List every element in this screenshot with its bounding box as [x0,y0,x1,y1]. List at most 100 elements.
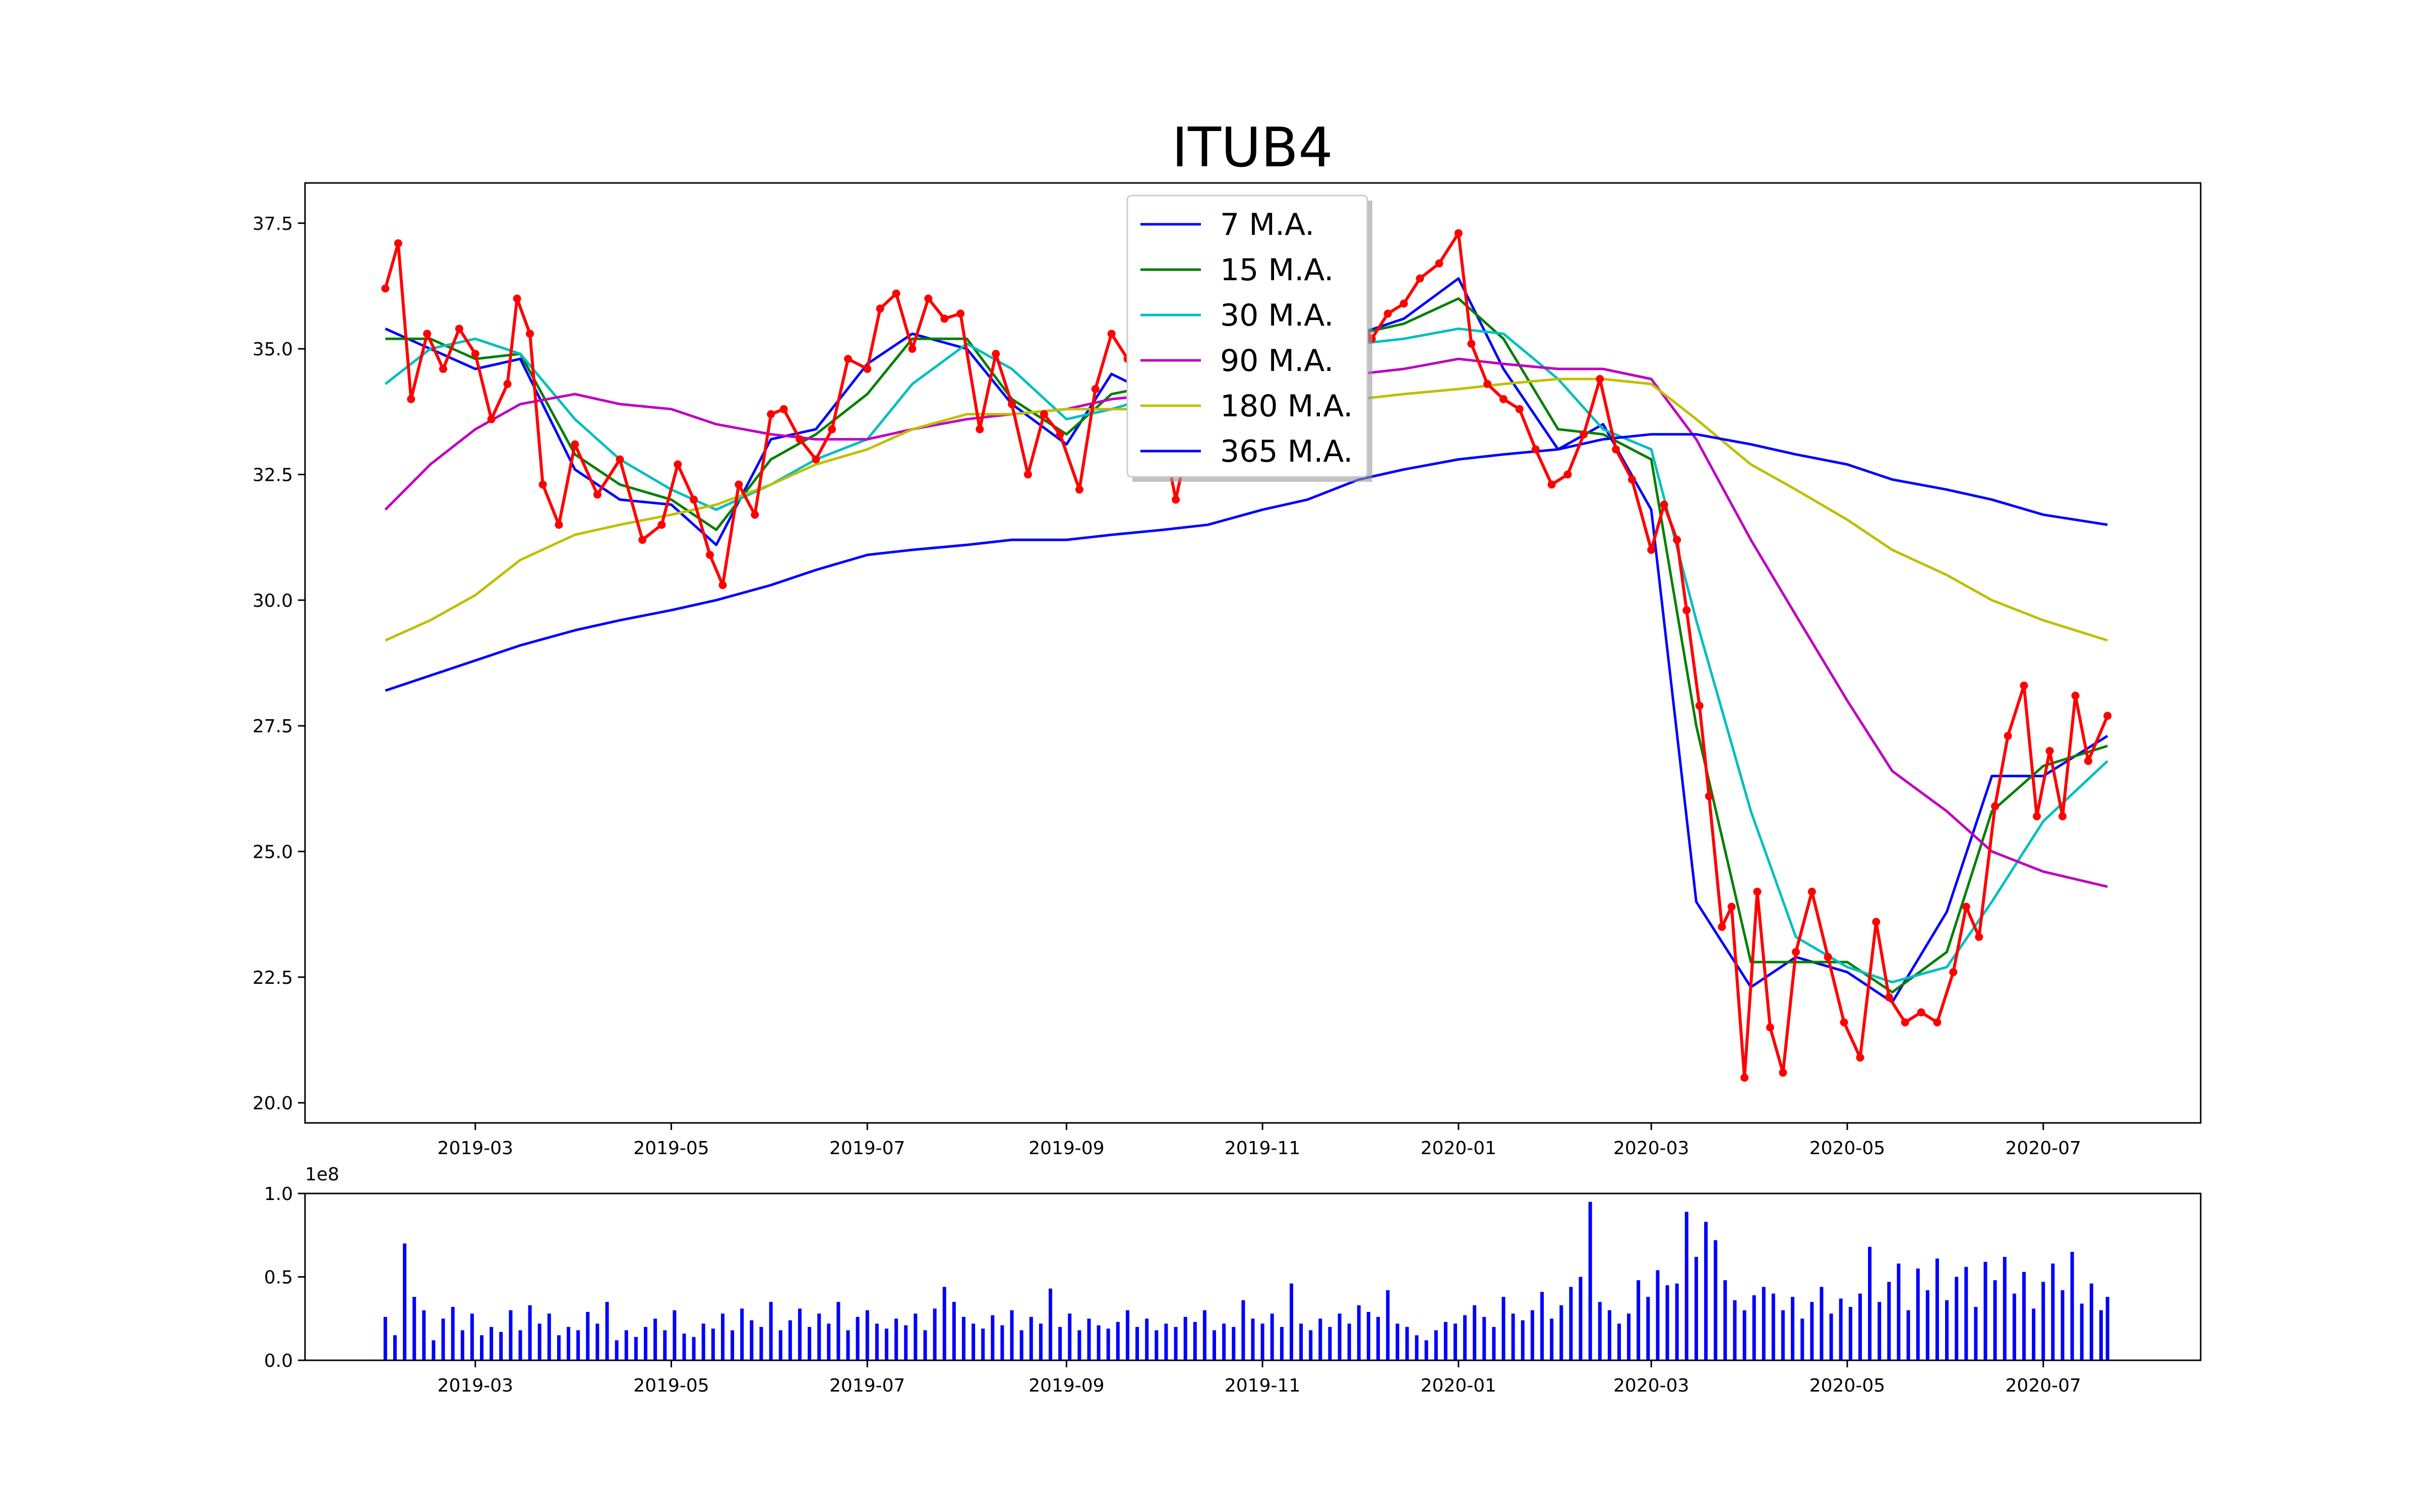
volume-bar [567,1327,571,1360]
price-point [1807,888,1816,896]
volume-bar [1521,1320,1525,1360]
volume-bar [1781,1310,1785,1360]
volume-bar [1530,1310,1534,1360]
volume-bar [1762,1287,1766,1360]
price-point [1824,953,1832,961]
x-tick-label: 2020-03 [1613,1375,1689,1396]
x-tick-label: 2019-09 [1028,1375,1104,1396]
volume-bar [470,1313,474,1360]
price-point [513,294,521,303]
volume-y-ticks: 0.0 0.5 1.0 [264,1184,305,1371]
price-point [439,365,447,373]
volume-bar [586,1312,590,1360]
price-point [1467,340,1476,348]
volume-bar [2032,1308,2036,1360]
price-point [455,325,463,333]
volume-bar [403,1243,407,1360]
x-tick-label: 2020-07 [2006,1138,2081,1159]
volume-bar [894,1318,898,1361]
volume-bar [682,1334,686,1360]
volume-bar [1454,1324,1457,1360]
volume-bar [2105,1297,2109,1360]
price-point [1917,1008,1925,1017]
volume-bar [1386,1290,1390,1360]
volume-bar [1559,1305,1563,1360]
volume-bar [1839,1298,1843,1360]
volume-bar [1617,1324,1621,1360]
price-point [1901,1018,1909,1027]
volume-bar [2061,1290,2065,1360]
y-tick-label: 27.5 [253,716,293,737]
volume-bar [634,1337,638,1360]
volume-bar [2089,1283,2093,1360]
price-point [526,330,534,338]
volume-bar [1328,1327,1332,1360]
price-point [1435,259,1443,268]
volume-bar [846,1330,850,1360]
price-point [616,455,624,464]
volume-bar [1366,1312,1370,1360]
price-point [657,521,666,529]
volume-bar [1473,1305,1477,1360]
volume-bar [1318,1318,1322,1361]
volume-bar [595,1324,599,1360]
price-point [892,289,900,298]
volume-bar [1848,1307,1852,1360]
legend-label: 90 M.A. [1220,343,1334,379]
price-point [1975,933,1983,941]
volume-bar [451,1307,455,1360]
x-tick-label: 2020-01 [1421,1375,1496,1396]
volume-bar [653,1318,657,1361]
price-point [1400,299,1408,308]
volume-bar [1501,1297,1505,1360]
volume-bar [1983,1262,1987,1360]
x-tick-label: 2020-05 [1809,1375,1885,1396]
price-point [876,304,884,313]
volume-bar [952,1302,956,1360]
volume-bar [1646,1297,1650,1360]
volume-bar [1695,1256,1698,1360]
volume-bar [692,1337,696,1360]
volume-bar [1878,1302,1882,1360]
volume-bar [1964,1267,1968,1360]
volume-bar [499,1332,503,1360]
volume-bar [1742,1310,1746,1360]
volume-bar [528,1305,532,1360]
price-point [593,490,601,499]
volume-bar [1039,1324,1043,1360]
price-point [1872,918,1881,926]
volume-bar [972,1324,976,1360]
volume-bar [1482,1316,1486,1360]
volume-bar [1810,1302,1814,1360]
volume-bar [1492,1327,1496,1360]
price-point [767,410,775,418]
price-point [1515,405,1524,413]
price-point [976,425,984,433]
price-point [779,405,788,413]
volume-bar [2041,1282,2045,1360]
volume-bar [1916,1268,1920,1360]
price-point [1933,1018,1942,1027]
price-point [471,350,479,358]
volume-bar [1049,1288,1052,1360]
price-point [1779,1068,1787,1077]
volume-bar [1955,1277,1959,1360]
volume-bar [2070,1251,2074,1360]
volume-bar [576,1330,580,1360]
price-point [1753,888,1762,896]
volume-bar [1405,1327,1409,1360]
x-tick-label: 2019-05 [633,1138,709,1159]
price-axes-frame [304,182,2202,1124]
price-point [555,521,563,529]
volume-bar [1000,1325,1004,1360]
volume-bar [1068,1313,1072,1360]
volume-bar [836,1302,840,1360]
volume-bar [991,1315,995,1360]
volume-bar [1791,1297,1795,1360]
price-point [2103,712,2112,720]
volume-bar [914,1313,918,1360]
x-tick-label: 2019-05 [633,1375,709,1396]
volume-bar [1637,1280,1641,1360]
x-tick-label: 2019-11 [1225,1375,1300,1396]
legend-label: 15 M.A. [1220,253,1334,288]
